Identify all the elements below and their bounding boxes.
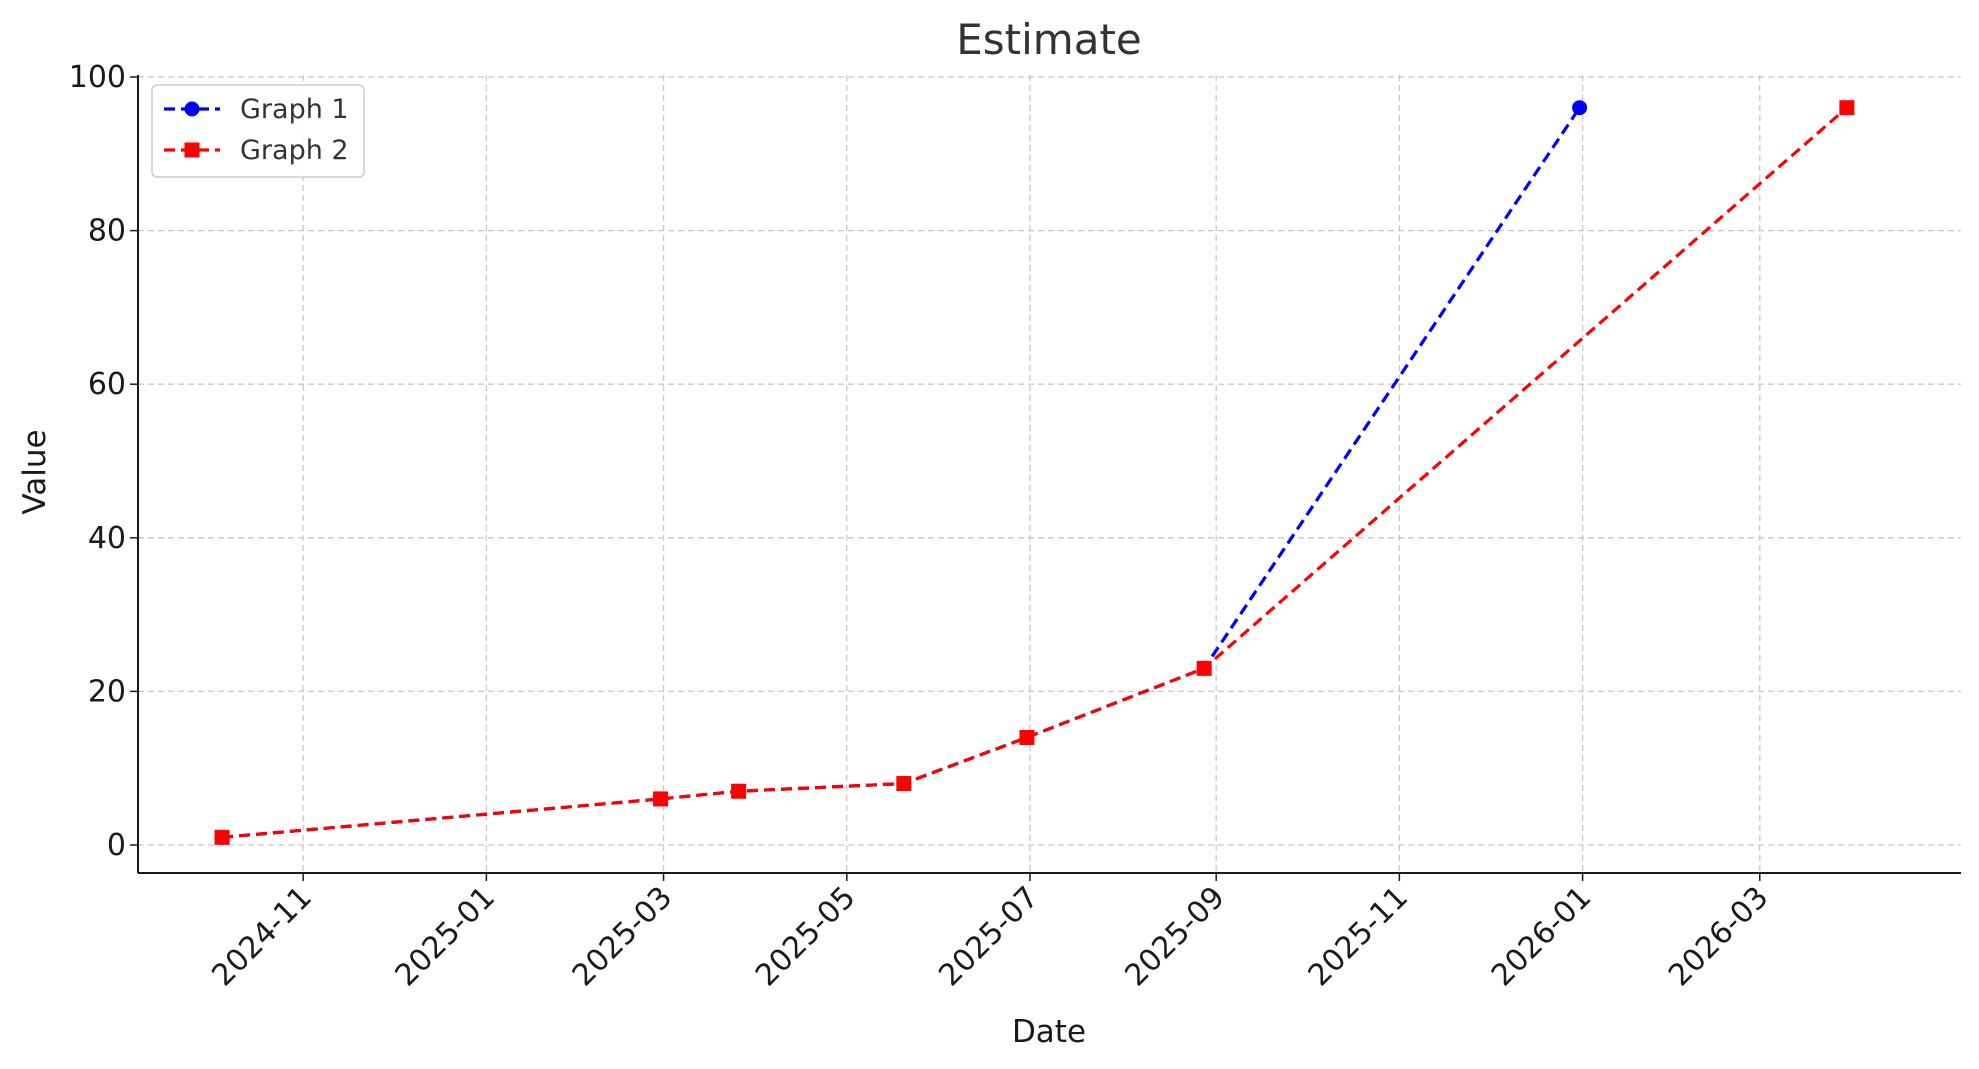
data-point <box>1196 660 1212 676</box>
chart-title: Estimate <box>956 15 1142 64</box>
y-axis-label: Value <box>17 429 53 514</box>
data-point <box>731 783 747 799</box>
x-tick-label: 2025-09 <box>1118 880 1231 993</box>
y-tick-label: 80 <box>88 214 126 249</box>
legend-marker <box>184 142 200 158</box>
series-2 <box>214 100 1855 845</box>
series-1 <box>214 100 1588 845</box>
y-tick-label: 20 <box>88 674 126 709</box>
axes <box>130 75 1961 881</box>
legend-label: Graph 2 <box>240 135 349 166</box>
x-tick-label: 2026-03 <box>1662 880 1775 993</box>
data-point <box>1839 100 1855 116</box>
data-point <box>1572 100 1588 116</box>
x-tick-label: 2025-07 <box>932 880 1045 993</box>
legend-label: Graph 1 <box>240 94 349 125</box>
x-axis-label: Date <box>1012 1014 1086 1050</box>
x-tick-label: 2025-03 <box>566 880 679 993</box>
legend-marker <box>184 101 200 117</box>
data-point <box>214 829 230 845</box>
legend: Graph 1 Graph 2 <box>151 84 365 178</box>
y-tick-label: 0 <box>107 828 126 863</box>
x-tick-label: 2024-11 <box>205 880 318 993</box>
y-tick-label: 100 <box>69 60 126 95</box>
series-line <box>221 106 1581 839</box>
grid <box>138 75 1961 873</box>
series <box>214 100 1855 845</box>
data-point <box>653 791 669 807</box>
y-tick-label: 60 <box>88 367 126 402</box>
data-point <box>1019 729 1035 745</box>
x-tick-label: 2025-05 <box>749 880 862 993</box>
x-tick-label: 2025-01 <box>389 880 502 993</box>
series-line <box>221 106 1848 839</box>
x-tick-label: 2025-11 <box>1302 880 1415 993</box>
data-point <box>896 776 912 792</box>
y-tick-label: 40 <box>88 521 126 556</box>
x-tick-label: 2026-01 <box>1485 880 1598 993</box>
